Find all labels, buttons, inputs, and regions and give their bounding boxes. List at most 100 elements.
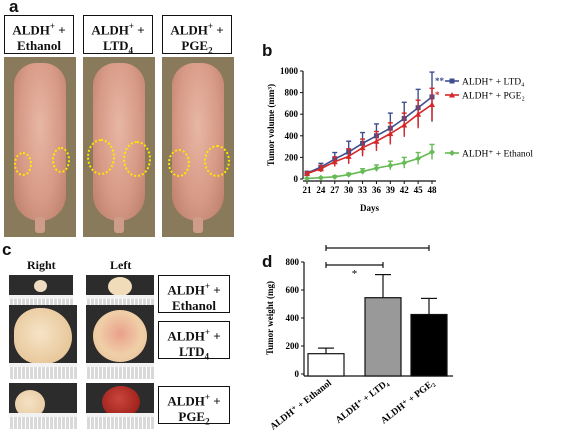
y-axis-label: Tumor volume (mm³)	[266, 84, 276, 166]
data-point	[401, 159, 408, 166]
y-tick-label: 600	[285, 109, 299, 119]
data-point	[387, 130, 394, 137]
data-point	[401, 122, 408, 128]
legend-marker	[449, 78, 455, 84]
data-point	[359, 168, 366, 175]
x-tick-label: 21	[303, 185, 313, 195]
tumor-volume-chart: 0 200 400 600 800 1000 21 24 27 30 33 36 39 42 45 48 Day…	[266, 66, 533, 213]
tumor-ring-left	[52, 147, 70, 173]
x-tick-label: 30	[344, 185, 354, 195]
mouse-body	[14, 63, 66, 221]
panel-label-d: d	[262, 252, 273, 271]
legend-marker	[449, 150, 455, 156]
tumor-ring-right	[14, 152, 32, 176]
ruler-edge	[86, 413, 154, 417]
data-point	[317, 174, 324, 181]
column-header-left: Left	[110, 258, 132, 272]
panel-label-b: b	[262, 41, 273, 60]
tumor-ring-right	[168, 149, 190, 177]
ruler-edge	[9, 413, 77, 417]
bar	[364, 297, 402, 377]
data-point	[373, 138, 380, 144]
x-tick-label: 42	[400, 185, 410, 195]
tumor-ring-right	[87, 139, 115, 175]
y-tick-label: 1000	[280, 66, 299, 76]
panel-label-a: a	[9, 0, 19, 16]
y-tick-label: 400	[285, 131, 299, 141]
y-axis-label: Tumor weight (mg)	[265, 281, 275, 355]
mouse-tail	[193, 217, 203, 233]
data-point	[359, 144, 366, 151]
group-label-ltd4-c: ALDH+ + LTD4	[158, 321, 230, 362]
x-tick-label: 33	[358, 185, 368, 195]
data-point	[331, 158, 338, 165]
x-tick-label: 39	[386, 185, 396, 195]
legend-label: ALDH⁺ + Ethanol	[462, 150, 533, 160]
data-point	[304, 175, 310, 182]
mouse-photo-ltd4	[83, 57, 155, 237]
legend-label: ALDH⁺ + PGE₂	[462, 92, 525, 102]
mouse-tail	[35, 217, 45, 233]
data-point	[331, 173, 338, 180]
bar	[410, 313, 448, 377]
y-tick-label: 400	[286, 313, 300, 323]
y-tick-label: 800	[285, 88, 299, 98]
data-point	[429, 101, 435, 107]
legend-label: ALDH⁺ + LTD₄	[462, 78, 524, 88]
series-line	[306, 103, 433, 175]
data-point	[415, 155, 422, 162]
mouse-body	[172, 63, 224, 221]
group-label-ethanol-a: ALDH+ + Ethanol	[4, 15, 74, 54]
y-tick-label: 200	[285, 152, 299, 162]
data-point	[345, 153, 352, 159]
data-point	[304, 170, 310, 177]
tumor-weight-chart: 0 200 400 600 800 Tumor weight (mg) ALDH⁺ + Et…	[265, 245, 453, 432]
significance-marker: **	[435, 76, 445, 86]
data-point	[387, 162, 394, 169]
bar	[307, 353, 345, 377]
series-line	[306, 151, 433, 180]
ruler-edge	[86, 295, 154, 299]
y-tick-label: 600	[286, 285, 300, 295]
tumor	[14, 308, 72, 364]
group-label-pge2-a: ALDH+ + PGE2	[162, 15, 232, 56]
y-tick-label: 800	[286, 257, 300, 267]
significance-marker: *	[352, 268, 358, 280]
legend-marker	[449, 92, 455, 98]
significance-marker: *	[435, 90, 440, 100]
ruler-edge	[9, 295, 73, 299]
ruler	[9, 367, 77, 379]
x-axis-label: Days	[360, 203, 379, 213]
data-point	[415, 111, 422, 117]
mouse-tail	[114, 217, 124, 233]
column-header-right: Right	[27, 258, 56, 272]
ruler	[9, 417, 77, 429]
tumor-photo-pge2-right	[9, 383, 77, 429]
tumor	[108, 277, 132, 296]
data-point	[373, 165, 380, 172]
y-tick-label: 200	[286, 341, 300, 351]
tumor-ring-left	[204, 145, 230, 177]
mouse-photo-pge2	[162, 57, 234, 237]
ruler-edge	[9, 363, 77, 367]
x-tick-label: 48	[428, 185, 438, 195]
group-label-pge2-c: ALDH+ + PGE2	[158, 386, 230, 427]
data-point	[345, 171, 352, 178]
ruler	[86, 417, 154, 429]
category-label: ALDH⁺ + Ethanol	[269, 378, 334, 432]
group-label-ethanol-c: ALDH+ + Ethanol	[158, 275, 230, 313]
tumor	[102, 386, 140, 418]
x-tick-label: 27	[330, 185, 340, 195]
x-tick-label: 45	[414, 185, 424, 195]
x-tick-label: 24	[316, 185, 326, 195]
y-tick-label: 0	[294, 174, 299, 184]
series-line	[306, 96, 433, 174]
tumor-photo-pge2-left	[86, 383, 154, 429]
data-point	[317, 165, 324, 172]
mouse-photo-ethanol	[4, 57, 76, 237]
group-label-ltd4-a: ALDH+ + LTD4	[83, 15, 153, 56]
x-tick-label: 36	[372, 185, 382, 195]
significance-marker: *	[375, 245, 381, 250]
tumor	[34, 280, 47, 292]
data-point	[429, 149, 435, 155]
